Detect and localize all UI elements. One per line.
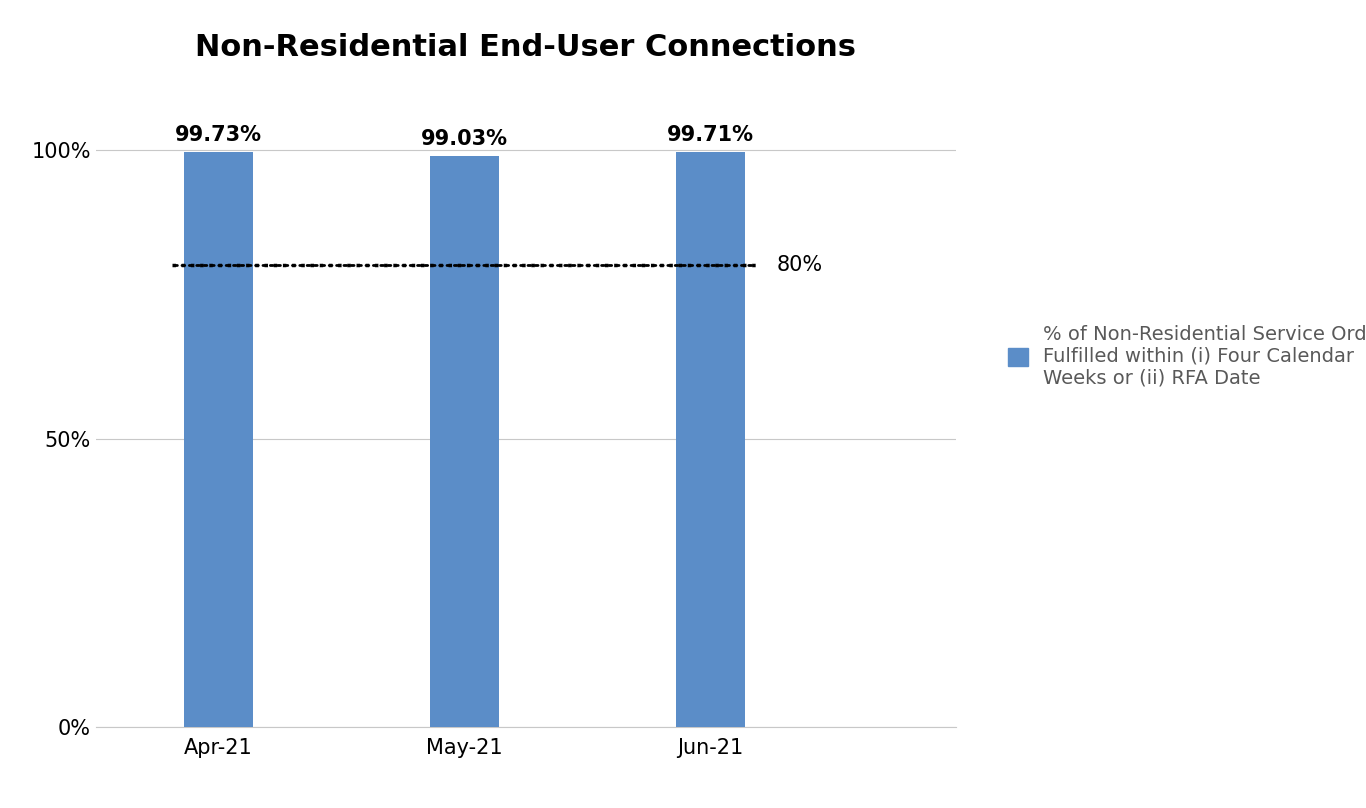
Text: 80%: 80% (777, 255, 822, 276)
Text: 99.73%: 99.73% (175, 124, 262, 145)
Text: 99.71%: 99.71% (667, 124, 754, 145)
Bar (676, 152, 744, 727)
Bar (430, 156, 499, 727)
Title: Non-Residential End-User Connections: Non-Residential End-User Connections (195, 33, 856, 61)
Legend: % of Non-Residential Service Orders
Fulfilled within (i) Four Calendar
Weeks or : % of Non-Residential Service Orders Fulf… (1000, 317, 1366, 395)
Bar (184, 152, 253, 727)
Text: 99.03%: 99.03% (421, 128, 508, 149)
